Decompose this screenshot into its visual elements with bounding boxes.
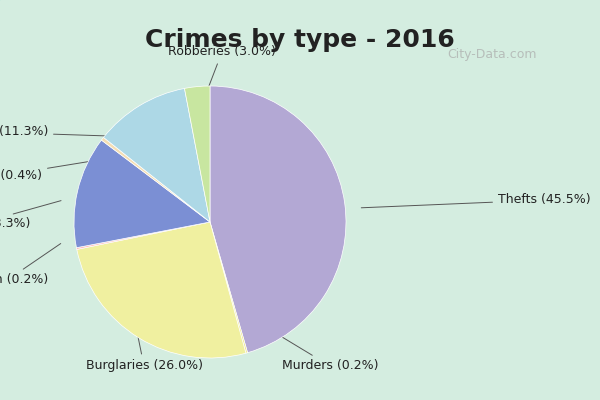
Text: Robberies (3.0%): Robberies (3.0%) xyxy=(168,46,276,120)
Text: Murders (0.2%): Murders (0.2%) xyxy=(253,320,378,372)
Text: Thefts (45.5%): Thefts (45.5%) xyxy=(361,194,590,208)
Wedge shape xyxy=(76,222,210,249)
Text: Crimes by type - 2016: Crimes by type - 2016 xyxy=(145,28,455,52)
Text: Assaults (13.3%): Assaults (13.3%) xyxy=(0,201,61,230)
Text: Arson (0.2%): Arson (0.2%) xyxy=(0,244,61,286)
Wedge shape xyxy=(104,88,210,222)
Wedge shape xyxy=(77,222,246,358)
Wedge shape xyxy=(101,137,210,222)
Text: Rapes (0.4%): Rapes (0.4%) xyxy=(0,162,88,182)
Text: Burglaries (26.0%): Burglaries (26.0%) xyxy=(86,310,203,372)
Text: Auto thefts (11.3%): Auto thefts (11.3%) xyxy=(0,126,129,138)
Wedge shape xyxy=(184,86,210,222)
Text: City-Data.com: City-Data.com xyxy=(447,48,537,61)
Wedge shape xyxy=(74,140,210,248)
Wedge shape xyxy=(210,222,248,353)
Wedge shape xyxy=(210,86,346,353)
